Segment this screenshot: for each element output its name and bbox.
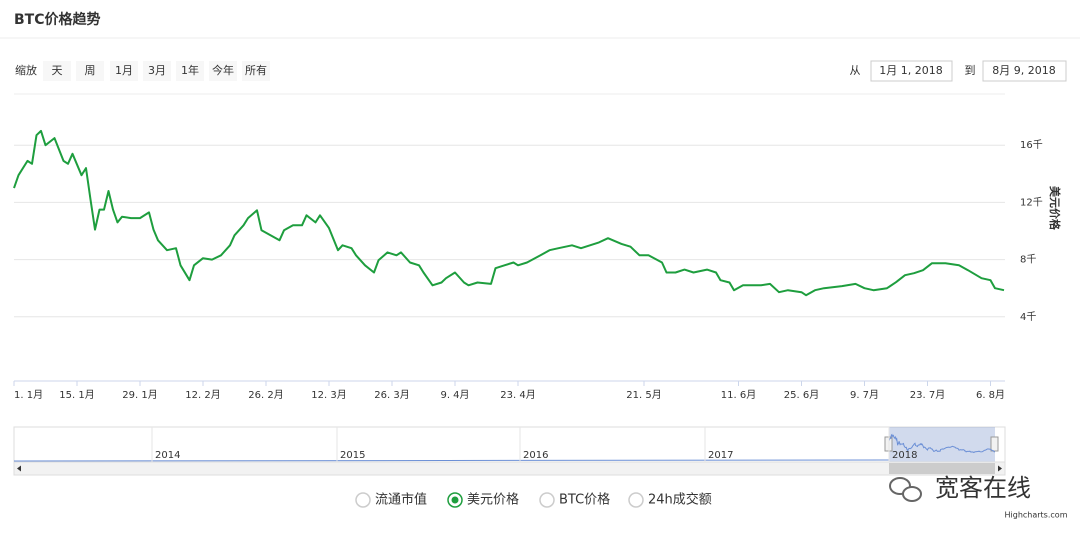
x-tick-label: 12. 2月 [185,389,220,401]
from-input[interactable] [870,60,953,82]
navigator-line [888,433,996,454]
y-tick-label: 12千 [1020,196,1043,208]
x-tick-label: 1. 1月 [14,389,43,401]
legend-radio[interactable] [539,492,555,508]
x-tick-label: 26. 2月 [248,389,283,401]
scrollbar-thumb[interactable] [889,463,995,474]
zoom-button[interactable] [143,61,171,81]
legend-radio[interactable] [355,492,371,508]
legend-item[interactable]: 美元价格 [467,492,519,508]
zoom-button[interactable] [176,61,204,81]
y-axis-title: 美元价格 [1048,186,1062,231]
x-tick-label: 9. 7月 [850,389,879,401]
zoom-button[interactable] [242,61,270,81]
x-tick-label: 12. 3月 [311,389,346,401]
x-tick-label: 6. 8月 [976,389,1005,401]
navigator-label: 2017 [708,450,733,461]
zoom-label: 缩放 [15,63,37,77]
to-value[interactable]: 8月 9, 2018 [992,64,1055,77]
x-tick-label: 23. 7月 [910,389,945,401]
navigator-label: 2016 [523,450,548,461]
zoom-button[interactable] [43,61,71,81]
from-value[interactable]: 1月 1, 2018 [879,64,942,77]
y-tick-label: 4千 [1020,311,1036,323]
watermark-icon [889,477,922,502]
zoom-button-label[interactable]: 天 [52,64,63,77]
zoom-button-label[interactable]: 周 [85,64,96,77]
from-label: 从 [850,64,861,77]
y-tick-label: 16千 [1020,139,1043,151]
navigator-handle[interactable] [990,436,999,452]
zoom-button-label[interactable]: 所有 [245,63,267,77]
navigator-label: 2014 [155,450,180,461]
navigator-frame [13,426,1006,463]
x-tick-label: 23. 4月 [500,389,535,401]
x-tick-label: 15. 1月 [59,389,94,401]
x-tick-label: 25. 6月 [784,389,819,401]
scrollbar-track[interactable] [13,461,1006,476]
legend-radio-dot[interactable] [451,496,459,504]
x-tick-label: 21. 5月 [626,389,661,401]
legend-item[interactable]: 24h成交额 [648,492,712,508]
zoom-button-label[interactable]: 1月 [115,64,133,77]
scroll-right[interactable] [998,465,1002,472]
zoom-button[interactable] [209,61,237,81]
to-input[interactable] [982,60,1067,82]
legend-item[interactable]: 流通市值 [375,492,427,508]
price-line [13,129,1005,297]
y-tick-label: 8千 [1020,254,1036,266]
navigator-baseline [13,459,890,462]
navigator-label: 2018 [892,450,917,461]
navigator-window[interactable] [889,427,995,462]
x-tick-label: 9. 4月 [440,389,469,401]
legend-radio[interactable] [628,492,644,508]
x-tick-label: 29. 1月 [122,389,157,401]
navigator-label: 2015 [340,450,365,461]
x-tick-label: 11. 6月 [721,389,756,401]
zoom-button-label[interactable]: 3月 [148,64,166,77]
zoom-button[interactable] [76,61,104,81]
page-title: BTC价格趋势 [14,11,101,28]
zoom-button-label[interactable]: 今年 [212,63,234,77]
to-label: 到 [965,64,976,77]
zoom-button-label[interactable]: 1年 [181,63,199,77]
scroll-left[interactable] [17,465,21,472]
zoom-button[interactable] [110,61,138,81]
x-tick-label: 26. 3月 [374,389,409,401]
credits[interactable]: Highcharts.com [1005,511,1068,520]
legend-item[interactable]: BTC价格 [559,492,610,508]
watermark: 宽客在线 [935,474,1031,502]
